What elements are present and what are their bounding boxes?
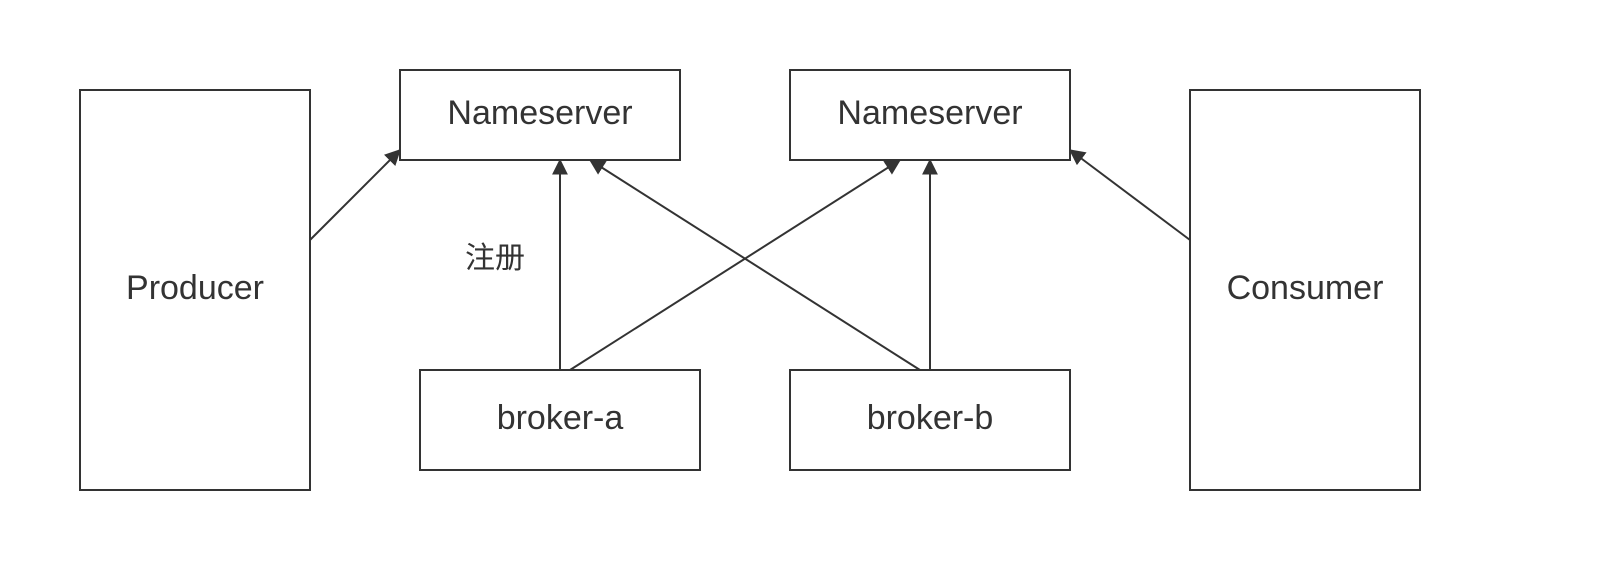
node-label: Producer — [126, 269, 264, 307]
node-ns2: Nameserver — [790, 70, 1070, 160]
node-label: broker-b — [867, 399, 994, 437]
edge-broker_a-to-ns2 — [570, 160, 900, 370]
edge-consumer-to-ns2 — [1070, 150, 1190, 240]
edge-broker_b-to-ns1 — [590, 160, 920, 370]
edge-label: 注册 — [465, 242, 525, 275]
node-label: Nameserver — [447, 94, 632, 132]
node-ns1: Nameserver — [400, 70, 680, 160]
architecture-diagram: 注册 Producer Nameserver Nameserver broker-a b… — [0, 0, 1614, 576]
node-consumer: Consumer — [1190, 90, 1420, 490]
node-broker_b: broker-b — [790, 370, 1070, 470]
node-producer: Producer — [80, 90, 310, 490]
node-label: broker-a — [497, 399, 624, 437]
node-broker_a: broker-a — [420, 370, 700, 470]
edge-producer-to-ns1 — [310, 150, 400, 240]
node-label: Nameserver — [837, 94, 1022, 132]
node-label: Consumer — [1227, 269, 1384, 307]
